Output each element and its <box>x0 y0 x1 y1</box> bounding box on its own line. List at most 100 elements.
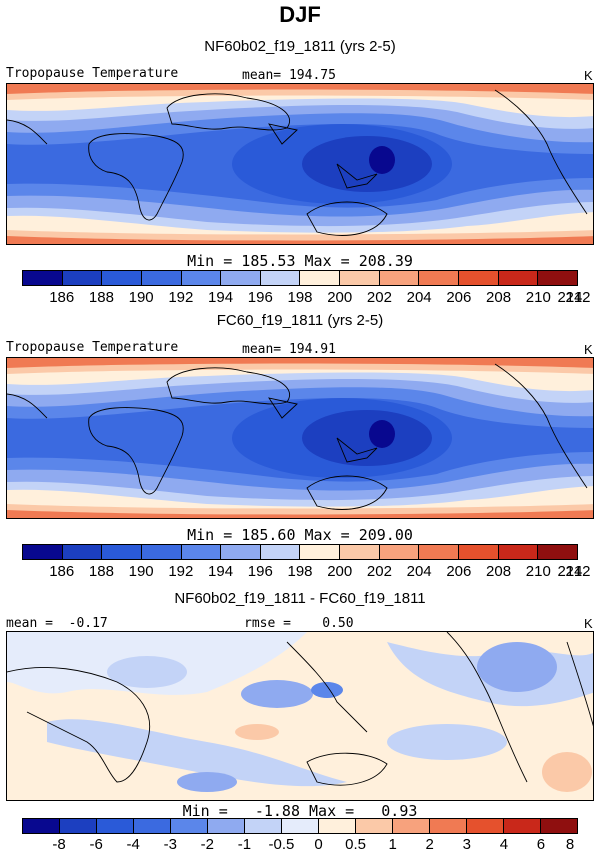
colorbar-tick-label: 186 <box>49 563 75 580</box>
panel1-max-label: Max = <box>304 252 350 270</box>
panel2-max-value: 209.00 <box>358 526 413 544</box>
colorbar-swatch <box>221 271 261 285</box>
panel2-variable-label: Tropopause Temperature <box>6 340 179 355</box>
colorbar-tick-label: 8 <box>565 836 575 853</box>
colorbar-swatch <box>62 271 103 285</box>
colorbar-swatch <box>23 545 63 559</box>
colorbar-swatch <box>181 271 222 285</box>
colorbar-swatch <box>379 271 420 285</box>
colorbar-tick-label: 210 <box>525 563 551 580</box>
colorbar-swatch <box>356 819 393 833</box>
colorbar-tick-label: 210 <box>525 289 551 306</box>
panel1-mean-value: 194.75 <box>288 68 336 83</box>
panel1-colorbar-ticks: 186 188 190 192 194 196 198 200 202 204 206 208 210 2… <box>22 289 590 307</box>
colorbar-swatch <box>23 819 60 833</box>
panel3-max-value: 0.93 <box>381 802 418 820</box>
colorbar-tick-label: 196 <box>247 563 273 580</box>
panel3-colorbar <box>22 818 578 834</box>
colorbar-swatch <box>393 819 430 833</box>
panel1-coastlines <box>7 89 588 236</box>
panel2-colorbar-ticks: 186 188 190 192 194 196 198 200 202 204 206 208 210 2… <box>22 563 590 581</box>
colorbar-swatch <box>181 545 222 559</box>
panel3-band <box>542 752 592 792</box>
colorbar-swatch <box>102 271 142 285</box>
panel3-title: NF60b02_f19_1811 - FC60_f19_1811 <box>174 590 426 607</box>
colorbar-tick-label: 192 <box>168 563 194 580</box>
panel1-min-value: 185.53 <box>241 252 296 270</box>
colorbar-tick-label: 198 <box>287 289 313 306</box>
colorbar-tick-label: 0 <box>314 836 323 853</box>
panel2-units: K <box>584 342 593 357</box>
colorbar-tick-label: 200 <box>327 563 353 580</box>
colorbar-tick-label: 0.5 <box>345 836 367 853</box>
panel3-band <box>47 719 347 787</box>
colorbar-swatch <box>97 819 134 833</box>
panel1-title: NF60b02_f19_1811 (yrs 2-5) <box>204 38 396 55</box>
figure-title: DJF <box>279 2 321 27</box>
colorbar-swatch <box>538 545 577 559</box>
colorbar-tick-label: 196 <box>247 289 273 306</box>
panel2-minmax: Min = 185.60 Max = 209.00 <box>0 526 600 544</box>
colorbar-swatch <box>245 819 282 833</box>
panel1-colorbar <box>22 270 578 286</box>
panel3-mean-label: mean = <box>6 616 53 631</box>
panel3-map-svg <box>7 632 593 800</box>
panel3-units: K <box>584 616 593 631</box>
panel2-max-label: Max = <box>304 526 350 544</box>
panel3-band <box>241 680 313 708</box>
colorbar-swatch <box>498 271 539 285</box>
panel3-band <box>107 656 187 688</box>
colorbar-tick-label: 194 <box>208 563 234 580</box>
panel2-title: FC60_f19_1811 (yrs 2-5) <box>216 312 384 329</box>
colorbar-swatch <box>419 545 460 559</box>
panel3-min-label: Min = <box>182 802 228 820</box>
panel1-variable-label: Tropopause Temperature <box>6 66 179 81</box>
colorbar-tick-label: 214 <box>557 289 583 306</box>
colorbar-swatch <box>430 819 467 833</box>
colorbar-tick-label: 186 <box>49 289 75 306</box>
colorbar-tick-label: 208 <box>486 563 512 580</box>
colorbar-tick-label: 206 <box>446 289 472 306</box>
colorbar-tick-label: 1 <box>388 836 397 853</box>
panel2-min-label: Min = <box>187 526 233 544</box>
panel1-band <box>369 146 395 174</box>
colorbar-tick-label: 202 <box>366 289 392 306</box>
panel3-max-label: Max = <box>309 802 355 820</box>
panel2-map <box>6 357 594 519</box>
panel3-rmse-label: rmse = <box>244 616 291 631</box>
colorbar-tick-label: 6 <box>536 836 546 853</box>
colorbar-tick-label: 198 <box>287 563 313 580</box>
colorbar-tick-label: 190 <box>128 289 154 306</box>
colorbar-tick-label: 200 <box>327 289 353 306</box>
colorbar-swatch <box>208 819 245 833</box>
panel3-band <box>311 682 343 698</box>
colorbar-tick-label: -0.5 <box>268 836 295 853</box>
colorbar-swatch <box>379 545 420 559</box>
panel1-map <box>6 83 594 245</box>
colorbar-tick-label: 214 <box>557 563 583 580</box>
panel3-colorbar-ticks: -8 -6 -4 -3 -2 -1 -0.5 0 0.5 1 2 3 4 6 8 <box>22 836 578 854</box>
colorbar-tick-label: 3 <box>462 836 471 853</box>
panel2-min-value: 185.60 <box>241 526 296 544</box>
colorbar-swatch <box>340 545 380 559</box>
panel2-band <box>302 410 432 466</box>
colorbar-tick-label: -1 <box>237 836 252 853</box>
panel2-map-svg <box>7 358 593 518</box>
panel2-mean-value: 194.91 <box>288 342 336 357</box>
panel3-band <box>387 724 507 760</box>
colorbar-swatch <box>504 819 541 833</box>
colorbar-swatch <box>459 271 499 285</box>
panel3-band <box>177 772 237 792</box>
panel1-minmax: Min = 185.53 Max = 208.39 <box>0 252 600 270</box>
colorbar-swatch <box>141 545 182 559</box>
panel3-rmse-value: 0.50 <box>322 616 354 631</box>
panel3-mean-value: -0.17 <box>68 616 108 631</box>
colorbar-tick-label: 206 <box>446 563 472 580</box>
panel1-mean: mean= 194.75 <box>242 68 336 83</box>
colorbar-tick-label: 188 <box>88 289 114 306</box>
colorbar-tick-label: 2 <box>425 836 434 853</box>
colorbar-tick-label: -4 <box>126 836 140 853</box>
colorbar-swatch <box>221 545 261 559</box>
panel3-coastlines <box>7 632 593 786</box>
colorbar-swatch <box>282 819 319 833</box>
